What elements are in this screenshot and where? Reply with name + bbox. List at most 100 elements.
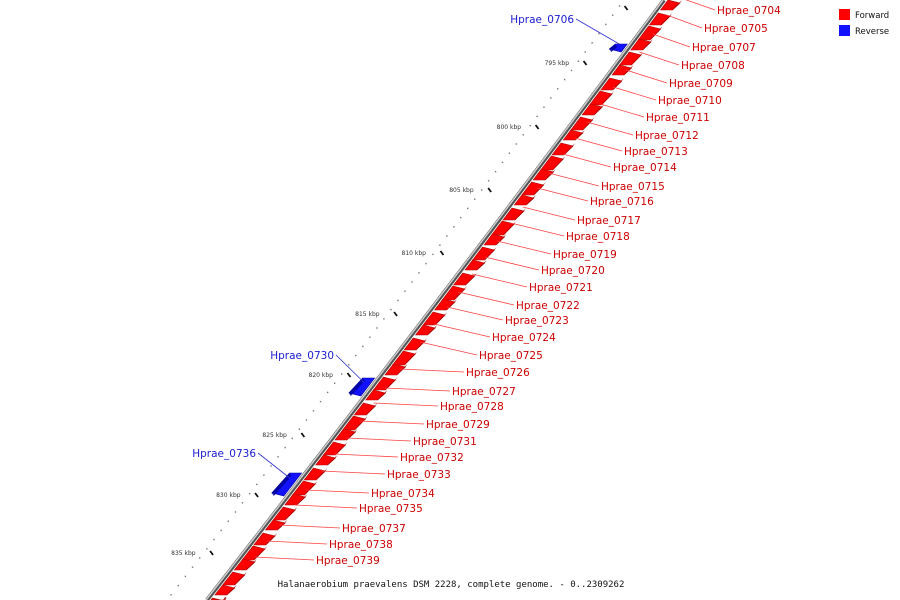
scale-label: 830 kbp <box>216 492 241 499</box>
legend-label-forward: Forward <box>855 11 889 21</box>
ruler-minor-tick <box>543 106 545 108</box>
leader-line <box>639 51 680 66</box>
leader-line <box>433 323 491 338</box>
forward-gene-arrow <box>372 376 398 391</box>
ruler-minor-tick <box>390 308 392 311</box>
gene-label-forward: Hprae_0714 <box>613 162 677 174</box>
forward-gene-arrow <box>414 324 438 336</box>
gene-label-forward: Hprae_0729 <box>426 419 490 431</box>
forward-gene-arrow <box>392 350 418 366</box>
leader-line <box>334 453 399 458</box>
forward-gene-arrow <box>334 428 358 441</box>
ruler-minor-tick <box>291 437 293 440</box>
gene-label-forward: Hprae_0716 <box>590 196 654 208</box>
ruler-minor-tick <box>418 272 420 274</box>
leader-line <box>666 14 703 29</box>
ruler-minor-tick <box>467 207 469 210</box>
leader-line <box>346 437 412 442</box>
ruler-major-tick <box>346 372 352 378</box>
reverse-gene-arrow <box>271 472 303 497</box>
ruler-major-tick <box>582 60 588 66</box>
leader-line <box>373 402 439 407</box>
ruler-minor-tick <box>333 382 336 384</box>
scale-label: 825 kbp <box>262 432 287 439</box>
forward-gene-arrow <box>353 402 378 416</box>
scale-label: 820 kbp <box>309 372 334 379</box>
gene-label-forward: Hprae_0719 <box>553 249 617 261</box>
ruler-minor-tick <box>234 511 237 513</box>
leader-line <box>420 341 478 356</box>
ruler-minor-tick <box>598 32 600 35</box>
forward-gene-arrow <box>491 220 517 236</box>
ruler-minor-tick <box>529 124 531 127</box>
forward-gene-arrow <box>630 38 653 51</box>
ruler-minor-tick <box>191 566 194 568</box>
scale-ruler: 795 kbp 800 kbp 805 kbp 810 kbp 815 kbp 820 k… <box>170 5 629 596</box>
ruler-minor-tick <box>227 520 229 522</box>
leader-line <box>306 489 370 494</box>
genome-caption: Halanaerobium praevalens DSM 2228, compl… <box>278 580 625 590</box>
leader-line <box>266 540 328 545</box>
legend-swatch-reverse <box>839 25 850 36</box>
forward-gene-arrow <box>659 0 682 11</box>
forward-gene-arrow <box>540 155 566 171</box>
ruler-minor-tick <box>177 584 179 587</box>
ruler-minor-tick <box>305 419 308 421</box>
ruler-minor-tick <box>199 557 201 559</box>
forward-gene-arrow <box>453 272 477 286</box>
gene-label-forward: Hprae_0720 <box>541 265 605 277</box>
ruler-minor-tick <box>439 244 441 246</box>
forward-gene-arrow <box>365 389 388 401</box>
forward-gene-arrow <box>570 116 595 131</box>
gene-track <box>210 0 682 600</box>
gene-label-forward: Hprae_0713 <box>624 146 688 158</box>
ruler-minor-tick <box>460 216 462 219</box>
gene-labels: Hprae_0704 Hprae_0705 Hprae_0707 Hprae_0708… <box>192 0 781 567</box>
forward-gene-arrow <box>464 259 487 271</box>
gene-label-forward: Hprae_0717 <box>577 215 641 227</box>
ruler-minor-tick <box>298 428 301 430</box>
ruler-minor-tick <box>241 502 244 504</box>
scale-label: 795 kbp <box>545 60 570 67</box>
gene-label-forward: Hprae_0704 <box>717 5 781 17</box>
forward-gene-arrow <box>502 207 527 221</box>
leader-line <box>446 306 504 321</box>
gene-label-forward: Hprae_0738 <box>329 539 393 551</box>
forward-gene-arrow <box>600 77 624 91</box>
ruler-minor-tick <box>453 226 455 228</box>
forward-gene-arrow <box>422 311 448 326</box>
forward-gene-arrow <box>222 571 247 586</box>
ruler-minor-tick <box>515 143 518 145</box>
ruler-minor-tick <box>411 281 413 283</box>
ruler-minor-tick <box>557 88 559 90</box>
gene-label-forward: Hprae_0707 <box>692 42 756 54</box>
leader-line <box>612 86 657 101</box>
ruler-minor-tick <box>474 198 476 200</box>
gene-label-reverse: Hprae_0730 <box>270 350 334 362</box>
leader-line <box>279 524 341 529</box>
ruler-minor-tick <box>277 456 279 458</box>
leader-line <box>548 172 600 187</box>
scale-label: 815 kbp <box>355 311 380 318</box>
ruler-minor-tick <box>170 594 172 596</box>
forward-gene-arrow <box>472 246 497 261</box>
leader-line <box>254 556 315 561</box>
ruler-major-tick <box>209 550 214 556</box>
leader-line <box>510 222 565 237</box>
gene-label-forward: Hprae_0731 <box>413 436 477 448</box>
gene-label-forward: Hprae_0708 <box>681 60 745 72</box>
ruler-minor-tick <box>341 373 343 375</box>
forward-gene-arrow <box>589 90 615 106</box>
gene-label-reverse: Hprae_0736 <box>192 448 256 460</box>
gene-label-forward: Hprae_0723 <box>505 315 569 327</box>
ruler-minor-tick <box>618 5 621 7</box>
ruler-minor-tick <box>376 327 378 329</box>
leader-line <box>575 18 620 45</box>
leader-line <box>586 121 634 136</box>
leader-line <box>522 206 576 221</box>
ruler-minor-tick <box>348 364 350 366</box>
ruler-minor-tick <box>591 42 593 44</box>
forward-gene-arrow <box>637 25 663 41</box>
forward-gene-arrow <box>291 480 318 496</box>
